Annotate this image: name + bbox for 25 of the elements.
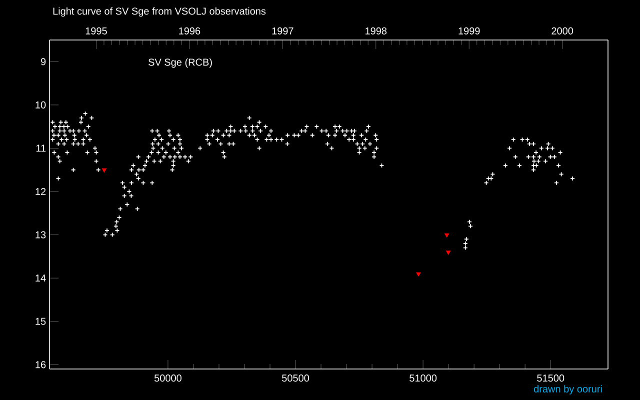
point bbox=[416, 272, 421, 276]
x2-tick-label: 1997 bbox=[272, 27, 294, 34]
x2-tick-label: 1999 bbox=[458, 27, 480, 34]
x2-tick-label: 1995 bbox=[86, 27, 107, 34]
y-tick-label: 13 bbox=[36, 231, 46, 238]
y-tick-label: 9 bbox=[40, 58, 46, 66]
chart-title: Light curve of SV Sge from VSOLJ observations bbox=[53, 7, 266, 17]
y-tick-label: 14 bbox=[36, 274, 46, 282]
x2-tick-label: 2000 bbox=[552, 27, 574, 34]
x2-tick-label: 1996 bbox=[179, 27, 200, 34]
text: drawn by ooruri bbox=[534, 385, 602, 394]
x2-tick-label: 1998 bbox=[366, 27, 387, 34]
x-tick-label: 51000 bbox=[410, 374, 437, 382]
y-tick-label: 10 bbox=[36, 101, 46, 108]
point bbox=[446, 250, 450, 255]
x-tick-label: 50000 bbox=[154, 374, 182, 382]
y-tick-label: 16 bbox=[36, 361, 46, 368]
x-tick-label: 51500 bbox=[537, 374, 564, 382]
annotation: SV Sge (RCB) bbox=[148, 58, 212, 68]
y-tick-label: 11 bbox=[36, 144, 46, 152]
point bbox=[102, 168, 106, 172]
point bbox=[444, 233, 449, 238]
y-tick-label: 15 bbox=[36, 318, 46, 325]
y-tick-label: 12 bbox=[36, 188, 46, 196]
x-tick-label: 50500 bbox=[282, 374, 310, 382]
